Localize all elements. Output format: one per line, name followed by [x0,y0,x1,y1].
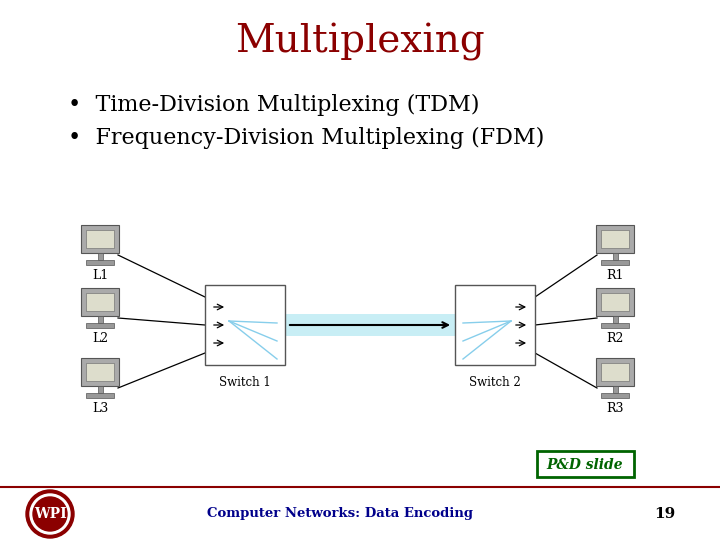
Bar [86,260,114,265]
FancyBboxPatch shape [537,451,634,477]
Bar [285,314,455,336]
Bar [613,253,618,260]
Bar [97,316,102,323]
Text: •  Time-Division Multiplexing (TDM): • Time-Division Multiplexing (TDM) [68,94,480,116]
Bar [601,260,629,265]
Bar [86,323,114,328]
Text: R2: R2 [606,332,624,345]
Bar [601,293,629,311]
Bar [601,323,629,328]
Bar [596,225,634,253]
Bar [596,358,634,386]
Bar [613,316,618,323]
Bar [86,293,114,311]
Bar [97,386,102,393]
Bar [81,225,119,253]
Bar [81,288,119,316]
Text: 19: 19 [654,507,675,521]
Text: Switch 1: Switch 1 [219,376,271,389]
Bar [86,230,114,248]
Circle shape [26,490,74,538]
Bar [601,363,629,381]
Text: Switch 2: Switch 2 [469,376,521,389]
Bar [601,230,629,248]
Text: Computer Networks: Data Encoding: Computer Networks: Data Encoding [207,508,473,521]
Text: WPI: WPI [34,507,66,521]
Bar [596,288,634,316]
Bar [86,363,114,381]
Circle shape [33,497,67,531]
Bar [455,285,535,365]
Circle shape [30,494,70,534]
Text: P&D slide: P&D slide [546,458,624,472]
Text: L1: L1 [92,269,108,282]
Text: Multiplexing: Multiplexing [235,23,485,61]
Bar [81,358,119,386]
Text: R3: R3 [606,402,624,415]
Text: •  Frequency-Division Multiplexing (FDM): • Frequency-Division Multiplexing (FDM) [68,127,544,149]
Bar [601,393,629,398]
Bar [86,393,114,398]
Bar [97,253,102,260]
Text: R1: R1 [606,269,624,282]
Bar [205,285,285,365]
Text: L3: L3 [92,402,108,415]
Text: L2: L2 [92,332,108,345]
Bar [613,386,618,393]
